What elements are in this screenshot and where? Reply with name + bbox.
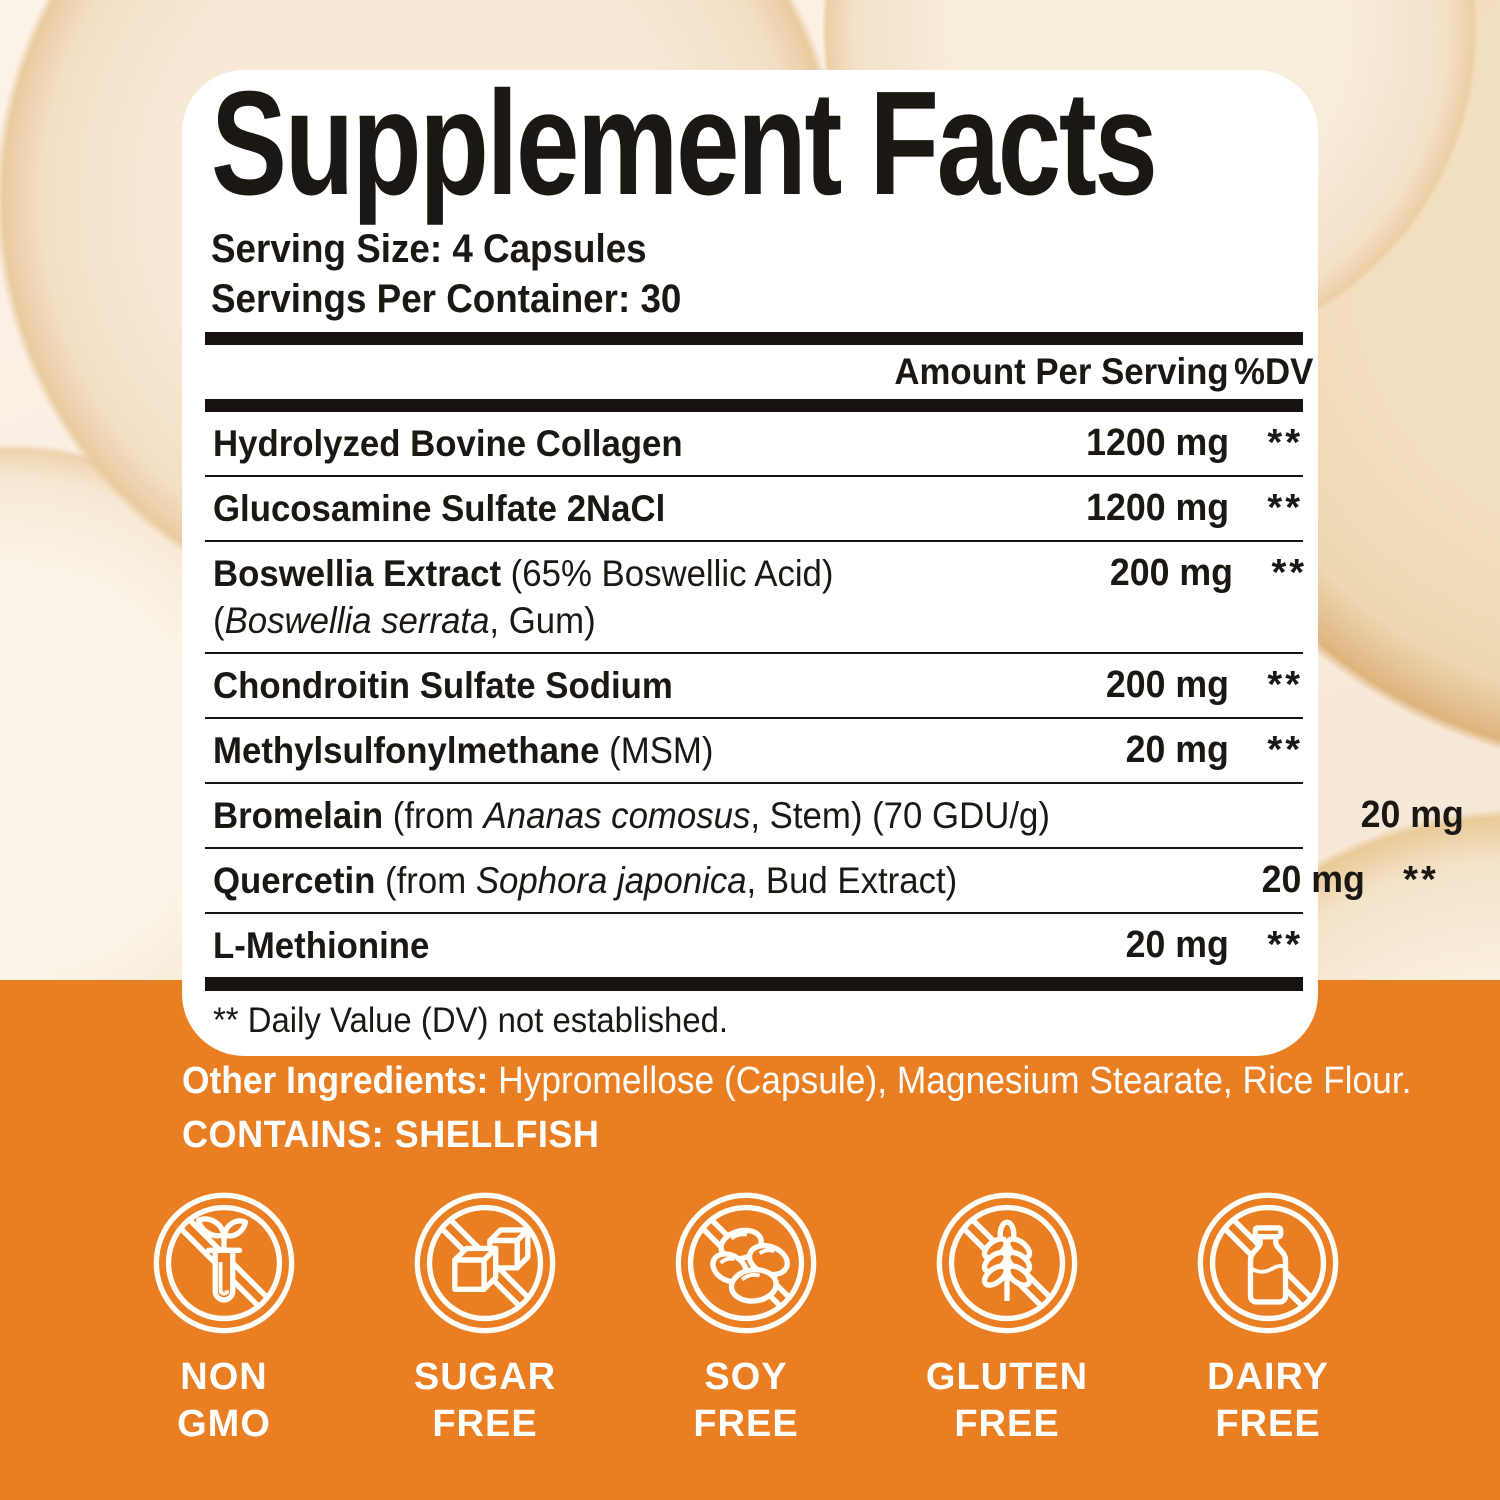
ingredient-row: Quercetin (from Sophora japonica, Bud Ex… [205, 847, 1436, 912]
dv-footnote: ** Daily Value (DV) not established. [213, 1001, 729, 1040]
ingredient-row: Bromelain (from Ananas comosus, Stem) (7… [205, 782, 1463, 847]
ingredient-name: Bromelain (from Ananas comosus, Stem) (7… [213, 795, 1050, 836]
badge-label: SOY FREE [693, 1356, 799, 1445]
ingredient-name: Chondroitin Sulfate Sodium [213, 665, 673, 706]
ingredient-amount: 200 mg [1109, 552, 1234, 594]
badge-sugar-free: SUGAR FREE [380, 1190, 590, 1448]
ingredient-amount: 200 mg [1105, 664, 1229, 706]
ingredient-row: Methylsulfonylmethane (MSM) 20 mg ** [205, 717, 1303, 782]
servings-per-container-line: Servings Per Container: 30 [211, 277, 682, 321]
ingredient-amount: 1200 mg [1086, 487, 1229, 529]
ingredient-row: Chondroitin Sulfate Sodium 200 mg ** [205, 652, 1303, 717]
ingredient-amount: 20 mg [1360, 794, 1464, 836]
ingredient-dv: ** [1403, 859, 1439, 901]
other-ingredients-label: Other Ingredients: [182, 1060, 489, 1102]
badge-label: GLUTEN FREE [925, 1356, 1089, 1445]
sugar-free-icon [414, 1192, 556, 1334]
badge-soy-free: SOY FREE [641, 1190, 851, 1448]
ingredient-dv: ** [1463, 792, 1500, 839]
table-top-bar [205, 332, 1303, 345]
badge-non-gmo: NON GMO [119, 1190, 329, 1448]
gluten-free-icon [936, 1192, 1078, 1334]
badge-label: DAIRY FREE [1207, 1356, 1329, 1445]
serving-info: Serving Size: 4 Capsules Servings Per Co… [211, 224, 1303, 324]
non-gmo-icon [153, 1192, 295, 1334]
ingredient-dv: ** [1267, 422, 1303, 464]
ingredient-amount: 1200 mg [1086, 422, 1229, 464]
page-title: Supplement Facts [211, 61, 1158, 226]
ingredient-dv: ** [1267, 924, 1303, 966]
ingredient-dv: ** [1267, 487, 1303, 529]
soy-free-icon [675, 1192, 817, 1334]
badge-dairy-free: DAIRY FREE [1163, 1190, 1373, 1448]
ingredient-name: Methylsulfonylmethane (MSM) [213, 730, 714, 771]
ingredient-name: Glucosamine Sulfate 2NaCl [213, 488, 666, 529]
ingredient-row: Hydrolyzed Bovine Collagen 1200 mg ** [205, 412, 1303, 475]
badge-label: SUGAR FREE [413, 1356, 557, 1445]
ingredient-dv: ** [1267, 729, 1303, 771]
header-bottom-bar [205, 399, 1303, 412]
other-ingredients-line: Other Ingredients: Hypromellose (Capsule… [182, 1058, 1500, 1104]
supplement-facts-panel: Supplement Facts Serving Size: 4 Capsule… [182, 61, 1463, 1056]
contains-allergen-line: CONTAINS: SHELLFISH [182, 1114, 600, 1156]
ingredient-row: Boswellia Extract (65% Boswellic Acid) (B… [205, 540, 1304, 652]
ingredient-dv: ** [1271, 552, 1308, 594]
table-bottom-bar [205, 977, 1303, 991]
ingredient-row: Glucosamine Sulfate 2NaCl 1200 mg ** [205, 475, 1303, 540]
ingredient-amount: 20 mg [1261, 859, 1365, 901]
ingredient-table: Hydrolyzed Bovine Collagen 1200 mg ** Gluco… [205, 412, 1463, 977]
ingredient-dv: ** [1267, 664, 1303, 706]
badge-row: NON GMO SUGAR FREE [119, 1190, 1373, 1448]
dairy-free-icon [1197, 1192, 1339, 1334]
other-ingredients-text: Hypromellose (Capsule), Magnesium Steara… [488, 1060, 1412, 1102]
ingredient-name: Hydrolyzed Bovine Collagen [213, 423, 683, 464]
ingredient-amount: 20 mg [1125, 924, 1229, 966]
badge-gluten-free: GLUTEN FREE [902, 1190, 1112, 1448]
ingredient-row: L-Methionine 20 mg ** [205, 912, 1303, 977]
ingredient-name: Quercetin (from Sophora japonica, Bud Ex… [213, 860, 958, 901]
amount-per-serving-header: Amount Per Serving [894, 351, 1229, 392]
serving-size-line: Serving Size: 4 Capsules [211, 227, 647, 271]
ingredient-name: L-Methionine [213, 925, 430, 966]
dv-header: %DV [1234, 351, 1314, 392]
badge-label: NON GMO [177, 1356, 271, 1445]
ingredient-amount: 20 mg [1125, 729, 1229, 771]
table-header-row: Amount Per Serving %DV [205, 345, 1314, 399]
ingredient-name: Boswellia Extract (65% Boswellic Acid) (B… [213, 553, 834, 641]
